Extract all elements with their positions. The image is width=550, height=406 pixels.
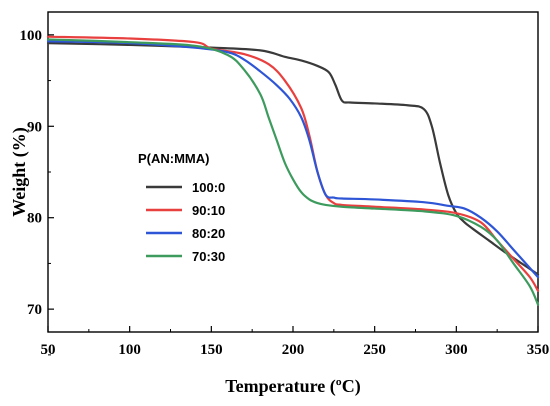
- legend-label-70-30: 70:30: [192, 249, 225, 264]
- y-tick-label-80: 80: [27, 211, 42, 227]
- series-line-100-0: [46, 41, 540, 276]
- y-tick-label-70: 70: [27, 302, 42, 318]
- legend-label-80-20: 80:20: [192, 226, 225, 241]
- x-tick-label-100: 100: [118, 342, 141, 358]
- series-line-90-10: [46, 35, 540, 292]
- legend-label-100-0: 100:0: [192, 180, 225, 195]
- y-axis-title: Weight (%): [9, 127, 30, 217]
- plot-frame: [47, 11, 539, 333]
- x-tick-label-200: 200: [282, 342, 305, 358]
- legend: P(AN:MMA) 100:0 90:10 80:20 70:30: [138, 151, 225, 264]
- series-line-70-30: [46, 38, 540, 306]
- series-line-80-20: [46, 40, 540, 279]
- legend-label-90-10: 90:10: [192, 203, 225, 218]
- x-tick-label-250: 250: [363, 342, 386, 358]
- axis-ticks: 50 100 150 200 250 300 350 70 80 90 100: [20, 28, 550, 358]
- x-tick-label-300: 300: [445, 342, 468, 358]
- x-axis-title: Temperature (ºC): [225, 376, 360, 397]
- x-tick-label-50: 50: [41, 342, 56, 358]
- y-tick-label-100: 100: [20, 28, 43, 44]
- legend-title: P(AN:MMA): [138, 151, 209, 166]
- y-tick-label-90: 90: [27, 119, 42, 135]
- x-tick-label-150: 150: [200, 342, 223, 358]
- x-tick-label-350: 350: [527, 342, 550, 358]
- series-lines: [46, 35, 540, 306]
